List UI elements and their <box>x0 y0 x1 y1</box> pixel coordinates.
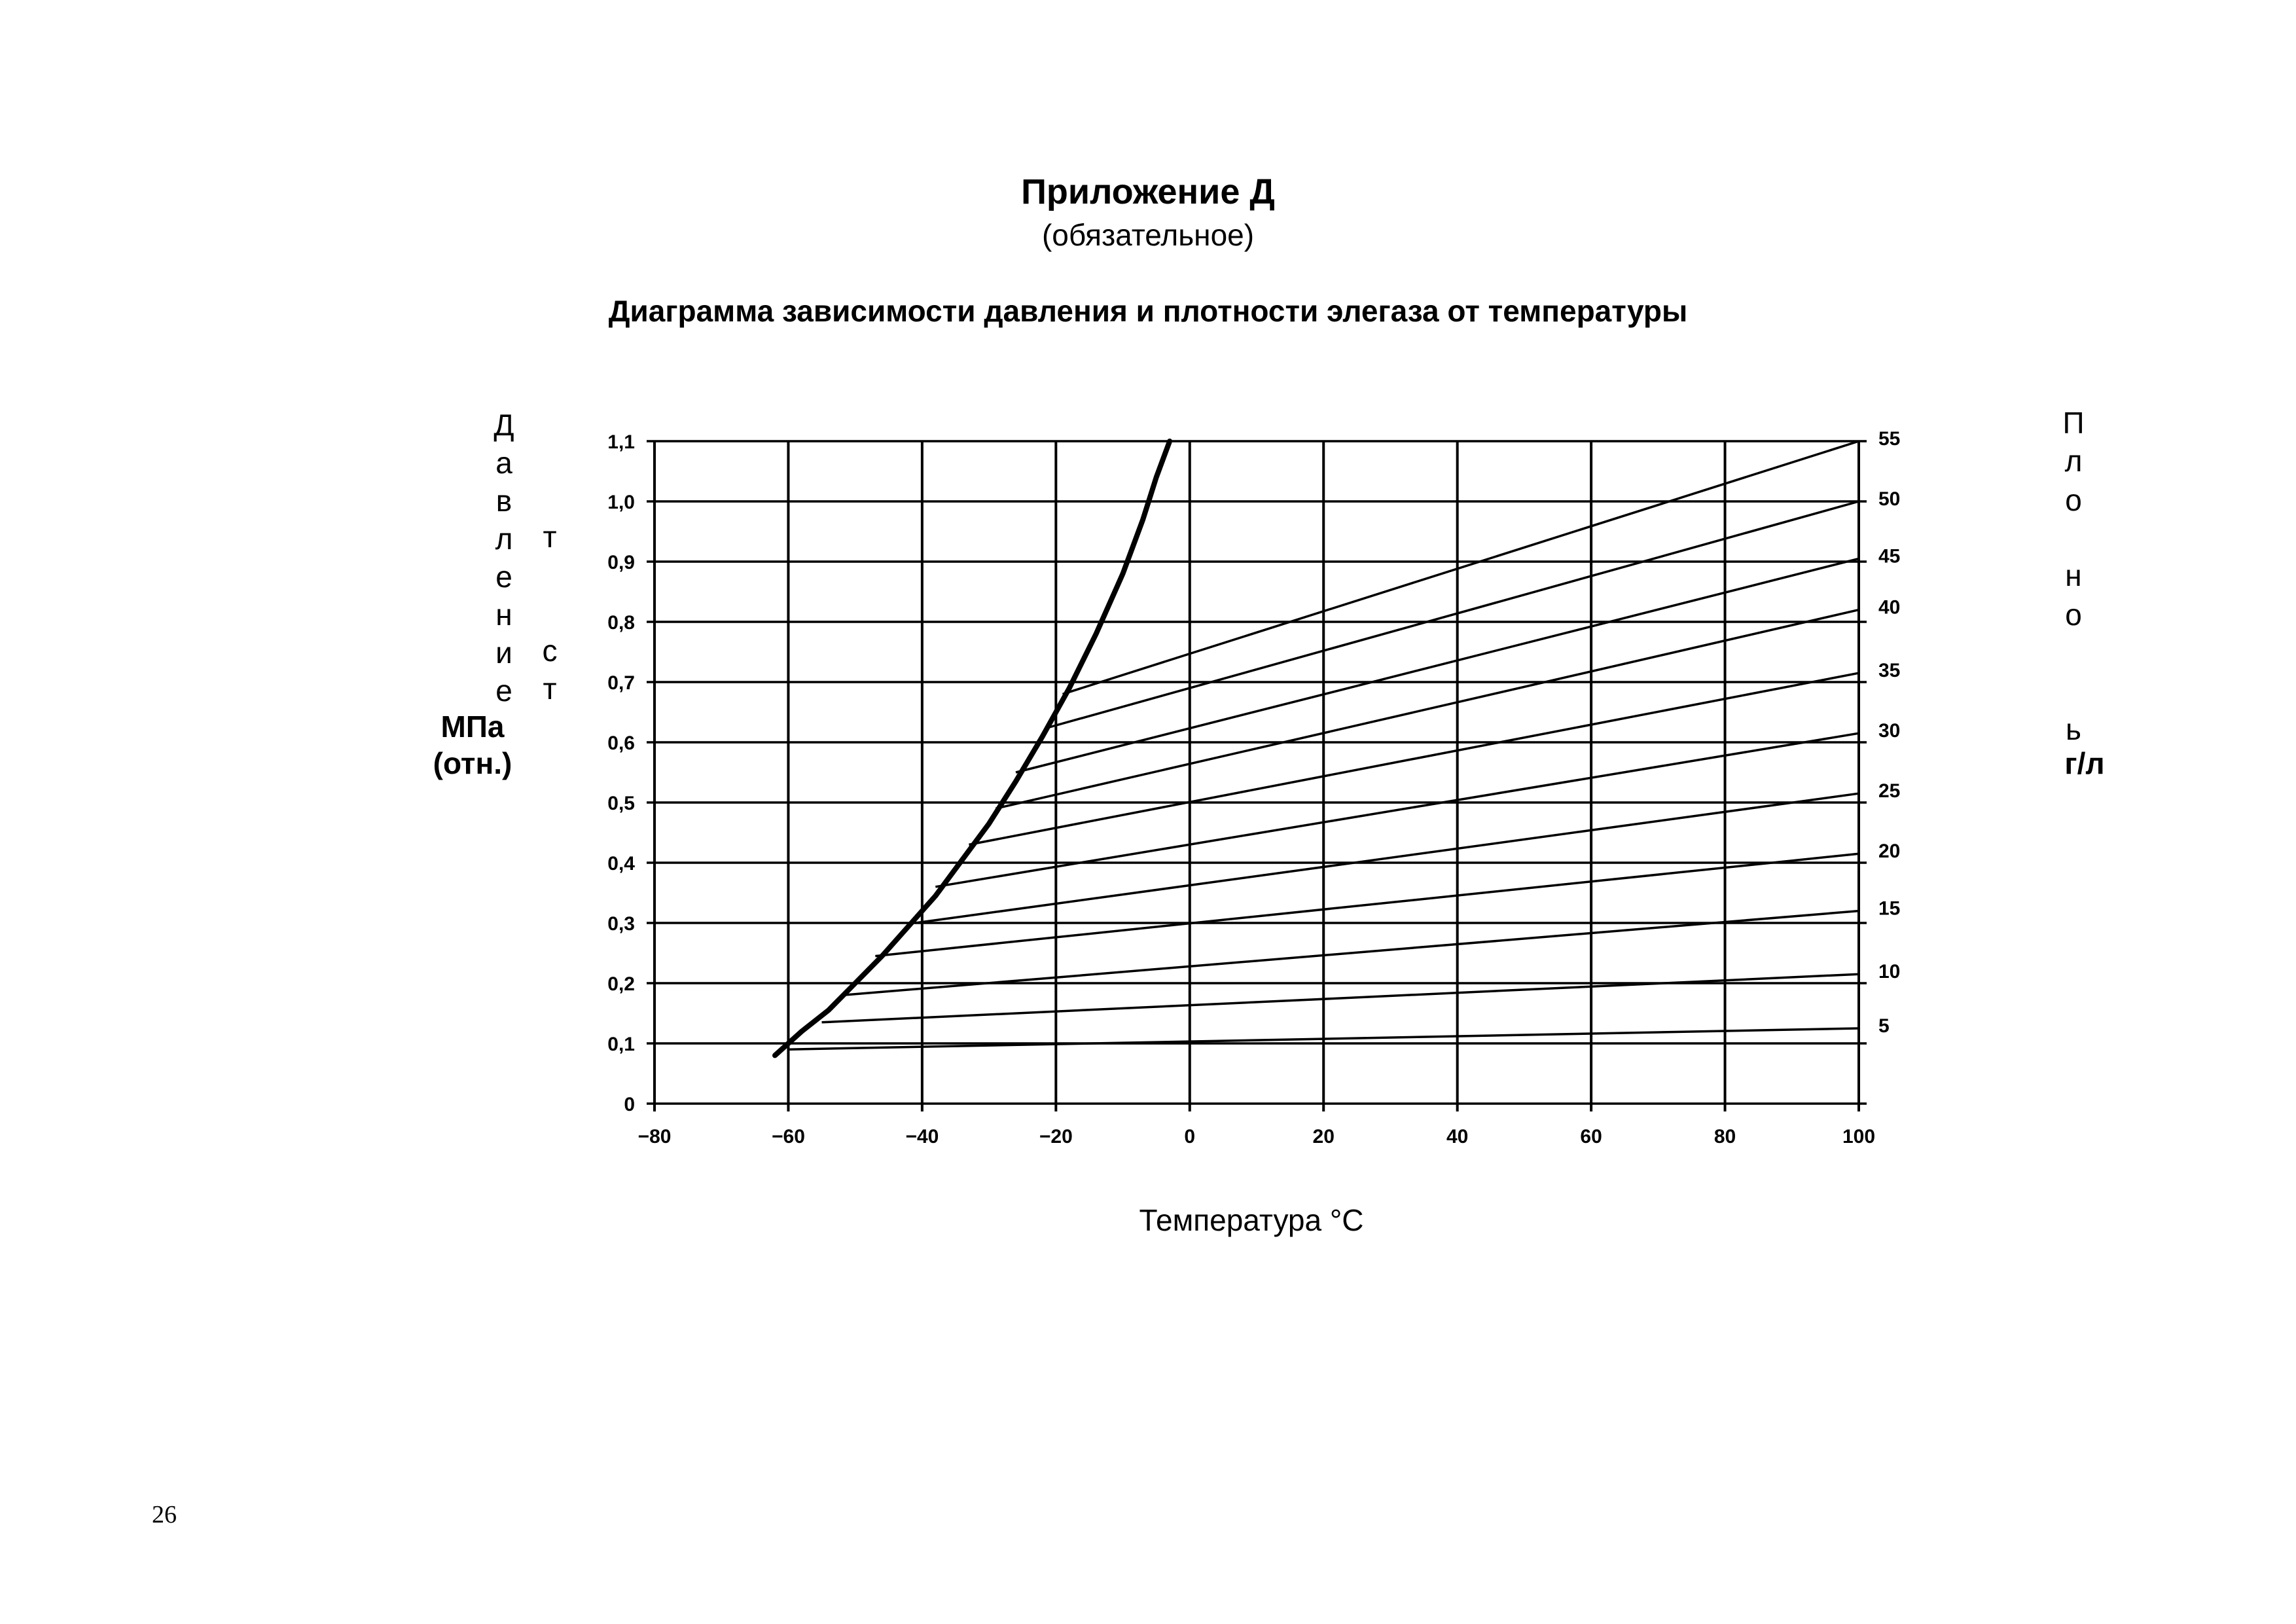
y-tick-label: 0,1 <box>607 1034 635 1055</box>
x-tick-label: 80 <box>1714 1126 1736 1147</box>
density-axis-title-letter: о <box>2065 483 2082 517</box>
y-axis-title-letter: а <box>495 446 512 480</box>
y-tick-label: 0,5 <box>607 793 635 814</box>
x-tick-label: −60 <box>772 1126 805 1147</box>
appendix-title: Приложение Д <box>1021 172 1275 211</box>
density-axis-title-letter: о <box>2065 598 2082 632</box>
page-number: 26 <box>152 1501 177 1528</box>
density-axis-title-letter: н <box>2065 558 2081 592</box>
y-axis-unit: МПа <box>441 710 505 744</box>
isochore-line <box>915 792 1859 924</box>
saturation-curve-group <box>772 439 1173 1058</box>
density-tick-label: 35 <box>1878 660 1900 681</box>
isochore-line <box>821 973 1859 1024</box>
density-axis-unit: г/л <box>2064 746 2104 780</box>
y-axis-title-letter: с <box>543 634 558 668</box>
x-tick-label: −20 <box>1039 1126 1073 1147</box>
density-tick-label: 15 <box>1878 898 1900 920</box>
y-axis-title-letter: Д <box>493 408 514 442</box>
density-axis-title-letter: ь <box>2066 712 2081 746</box>
x-tick-label: 60 <box>1580 1126 1602 1147</box>
y-axis-title-letter: в <box>496 484 512 518</box>
density-tick-label: 45 <box>1878 545 1900 567</box>
y-tick-label: 0 <box>624 1094 635 1115</box>
y-axis-title-letter: л <box>495 522 513 556</box>
y-axis-title-letter: т <box>543 672 556 706</box>
y-tick-label: 0,2 <box>607 973 635 995</box>
x-tick-label: 40 <box>1446 1126 1468 1147</box>
chart-title: Диаграмма зависимости давления и плотнос… <box>608 294 1688 328</box>
y-axis-unit: (отн.) <box>433 746 512 780</box>
x-tick-label: −80 <box>638 1126 672 1147</box>
y-axis-title-letter: н <box>495 598 512 632</box>
isochore-line <box>1049 500 1859 729</box>
density-tick-label: 10 <box>1878 961 1900 983</box>
x-tick-label: 100 <box>1842 1126 1875 1147</box>
x-tick-label: −40 <box>905 1126 939 1147</box>
isochore-line <box>935 732 1859 888</box>
tick-labels: −80 −60 −40 −20 0 20 40 60 80 100 0 0,1 0,2 0,3 0,4 0,5… <box>607 428 1900 1147</box>
y-tick-label: 0,9 <box>607 552 635 573</box>
y-axis-title-letter: и <box>495 636 512 670</box>
isochore-lines <box>788 440 1859 1051</box>
x-tick-label: 0 <box>1184 1126 1195 1147</box>
y-tick-label: 1,1 <box>607 431 635 453</box>
density-tick-label: 55 <box>1878 428 1900 450</box>
y-tick-label: 0,4 <box>607 853 635 875</box>
y-tick-label: 0,6 <box>607 732 635 754</box>
x-tick-label: 20 <box>1313 1126 1335 1147</box>
density-tick-label: 50 <box>1878 488 1900 510</box>
y-tick-label: 0,7 <box>607 672 635 694</box>
x-axis-title: Температура °С <box>1139 1203 1363 1237</box>
y-tick-label: 0,3 <box>607 913 635 935</box>
isochore-line <box>1062 440 1859 696</box>
density-axis-title-letter: П <box>2062 406 2084 440</box>
axis-titles: Температура °СДавлениетстМПа(отн.)Плоноь… <box>433 406 2105 1237</box>
y-axis-title-letter: т <box>543 520 556 554</box>
density-axis-title-letter: л <box>2065 444 2083 478</box>
isochore-line <box>995 608 1859 810</box>
density-tick-label: 25 <box>1878 780 1900 802</box>
density-tick-label: 30 <box>1878 720 1900 742</box>
density-tick-label: 5 <box>1878 1015 1890 1037</box>
isochore-line <box>875 852 1859 958</box>
isochore-line <box>969 672 1859 846</box>
y-axis-title-letter: е <box>495 674 512 708</box>
y-tick-label: 1,0 <box>607 492 635 513</box>
saturation-curve <box>772 439 1173 1058</box>
isochore-line <box>842 909 1859 997</box>
appendix-subtitle: (обязательное) <box>1041 218 1255 252</box>
density-tick-label: 20 <box>1878 840 1900 862</box>
density-tick-label: 40 <box>1878 597 1900 619</box>
isochore-line <box>788 1027 1859 1051</box>
isochore-line <box>1015 557 1859 774</box>
y-axis-title-letter: е <box>495 560 512 594</box>
y-tick-label: 0,8 <box>607 612 635 634</box>
